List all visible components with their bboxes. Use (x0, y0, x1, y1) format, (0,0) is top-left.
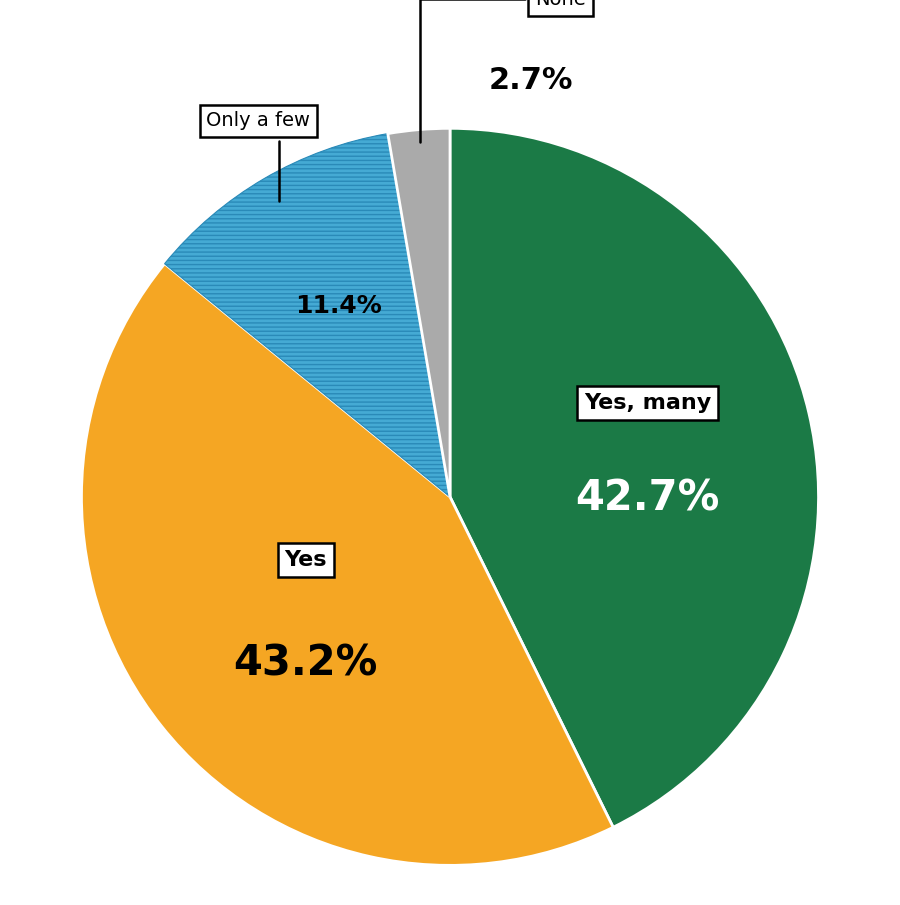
Text: 42.7%: 42.7% (575, 478, 720, 519)
Text: Only a few: Only a few (206, 111, 310, 201)
Text: 2.7%: 2.7% (489, 66, 573, 95)
Text: Yes, many: Yes, many (584, 393, 711, 413)
Wedge shape (165, 134, 450, 497)
Text: None: None (420, 0, 586, 141)
Wedge shape (450, 129, 818, 827)
Wedge shape (388, 129, 450, 497)
Text: 11.4%: 11.4% (295, 294, 382, 318)
Text: Yes: Yes (284, 550, 327, 570)
Text: 43.2%: 43.2% (234, 643, 378, 684)
Wedge shape (82, 263, 613, 865)
